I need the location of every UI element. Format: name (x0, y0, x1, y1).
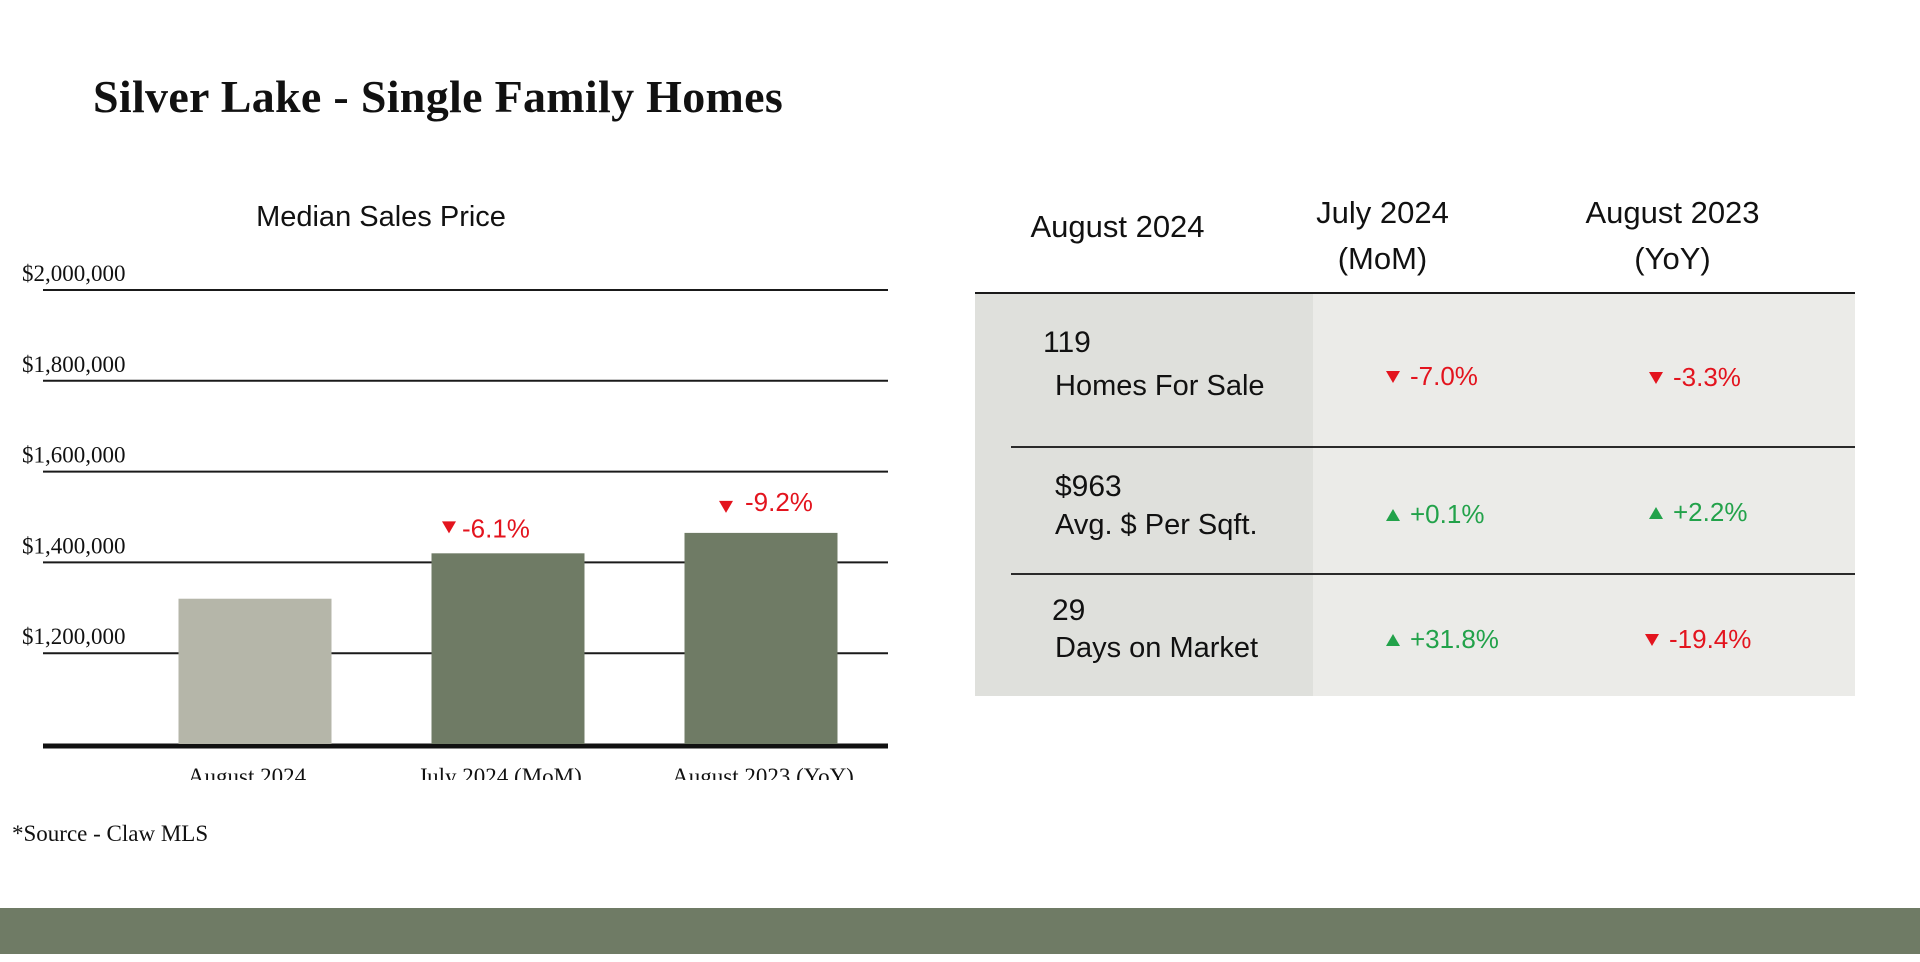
x-tick-label: August 2024 (188, 764, 307, 780)
x-tick-label: July 2024 (MoM) (418, 764, 582, 780)
data-label: -9.2% (745, 487, 813, 517)
y-tick-label: $1,400,000 (22, 533, 126, 558)
metric-value: $963 (1055, 470, 1122, 503)
bar (431, 553, 585, 744)
yoy-change: -19.4% (1645, 624, 1751, 655)
chart-title: Median Sales Price (256, 201, 506, 233)
page-title: Silver Lake - Single Family Homes (93, 71, 784, 122)
up-arrow-icon (1386, 633, 1400, 646)
footer-band (0, 908, 1920, 954)
yoy-change: +2.2% (1649, 497, 1747, 528)
row-divider (1011, 573, 1855, 575)
data-label: -6.1% (462, 513, 530, 543)
y-tick-label: $2,000,000 (22, 261, 126, 286)
metric-column-background (975, 294, 1313, 696)
median-sales-price-chart: Median Sales Price $1,200,000 $1,400,000 $… (22, 201, 888, 780)
y-tick-label: $1,800,000 (22, 352, 126, 377)
header-current-month: August 2024 (1030, 209, 1205, 244)
y-tick-label: $1,600,000 (22, 443, 126, 468)
up-arrow-icon (1386, 508, 1400, 521)
y-tick-label: $1,200,000 (22, 624, 126, 649)
yoy-column-background (1559, 294, 1855, 696)
metric-value: 29 (1052, 594, 1086, 627)
yoy-change: -3.3% (1649, 362, 1741, 393)
mom-change: +0.1% (1386, 499, 1484, 530)
mom-change: -7.0% (1386, 361, 1478, 392)
table-header: August 2024 July 2024 (MoM) August 2023 … (975, 190, 1855, 290)
down-arrow-icon (1649, 371, 1663, 384)
header-divider (975, 292, 1855, 294)
mom-change: +31.8% (1386, 624, 1499, 655)
x-tick-label: August 2023 (YoY) (672, 764, 854, 780)
row-divider (1011, 446, 1855, 448)
bar (684, 532, 838, 744)
header-previous-month: July 2024 (MoM) (1316, 195, 1449, 276)
header-previous-year: August 2023 (YoY) (1585, 195, 1760, 276)
down-arrow-icon (1645, 633, 1659, 646)
source-note: *Source - Claw MLS (12, 821, 209, 846)
metric-value: 119 (1043, 326, 1091, 359)
metric-label: Days on Market (1055, 632, 1259, 664)
bar (178, 598, 332, 744)
down-arrow-icon (442, 521, 456, 534)
down-arrow-icon (1386, 370, 1400, 383)
metric-label: Avg. $ Per Sqft. (1055, 509, 1258, 541)
down-arrow-icon (719, 500, 733, 513)
up-arrow-icon (1649, 506, 1663, 519)
metric-label: Homes For Sale (1055, 370, 1265, 402)
mom-column-background (1313, 294, 1559, 696)
